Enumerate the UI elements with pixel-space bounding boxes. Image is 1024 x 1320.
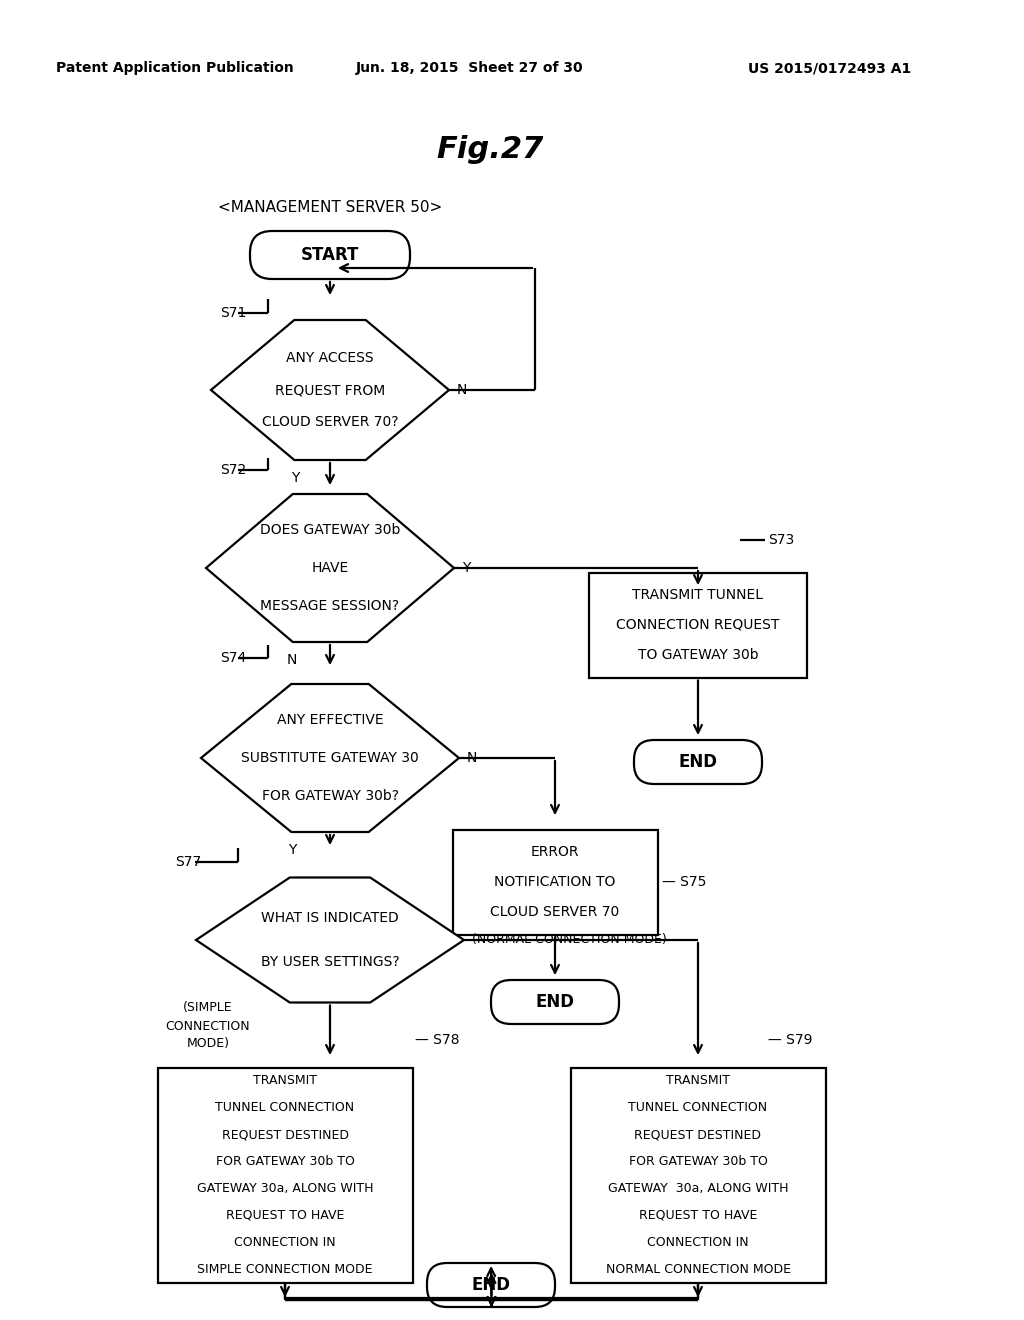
Text: CONNECTION IN: CONNECTION IN: [647, 1236, 749, 1249]
Text: S71: S71: [220, 306, 247, 319]
Text: S73: S73: [768, 533, 795, 546]
Text: FOR GATEWAY 30b TO: FOR GATEWAY 30b TO: [216, 1155, 354, 1168]
Bar: [570, 1068, 825, 1283]
Text: S74: S74: [220, 651, 246, 665]
Text: (SIMPLE: (SIMPLE: [183, 1002, 232, 1015]
Text: REQUEST TO HAVE: REQUEST TO HAVE: [226, 1209, 344, 1222]
Text: TUNNEL CONNECTION: TUNNEL CONNECTION: [215, 1101, 354, 1114]
Text: DOES GATEWAY 30b: DOES GATEWAY 30b: [260, 523, 400, 537]
Text: END: END: [679, 752, 718, 771]
Text: NOTIFICATION TO: NOTIFICATION TO: [495, 875, 615, 888]
Text: MODE): MODE): [186, 1038, 229, 1051]
Text: END: END: [471, 1276, 511, 1294]
Text: REQUEST TO HAVE: REQUEST TO HAVE: [639, 1209, 757, 1222]
Polygon shape: [211, 319, 449, 459]
Text: N: N: [457, 383, 467, 397]
Text: <MANAGEMENT SERVER 50>: <MANAGEMENT SERVER 50>: [218, 201, 442, 215]
Text: NORMAL CONNECTION MODE: NORMAL CONNECTION MODE: [605, 1262, 791, 1275]
Text: Y: Y: [288, 843, 296, 857]
Text: REQUEST DESTINED: REQUEST DESTINED: [635, 1129, 762, 1142]
Text: N: N: [287, 653, 297, 667]
Text: REQUEST DESTINED: REQUEST DESTINED: [221, 1129, 348, 1142]
Text: ANY EFFECTIVE: ANY EFFECTIVE: [276, 713, 383, 727]
Text: CLOUD SERVER 70?: CLOUD SERVER 70?: [262, 414, 398, 429]
Text: — S75: — S75: [662, 875, 707, 888]
Text: MESSAGE SESSION?: MESSAGE SESSION?: [260, 599, 399, 612]
Text: Y: Y: [291, 471, 299, 484]
Text: BY USER SETTINGS?: BY USER SETTINGS?: [261, 954, 399, 969]
Text: S77: S77: [175, 855, 202, 869]
FancyBboxPatch shape: [250, 231, 410, 279]
Text: CONNECTION IN: CONNECTION IN: [234, 1236, 336, 1249]
Text: — S78: — S78: [415, 1034, 460, 1047]
FancyBboxPatch shape: [634, 741, 762, 784]
Text: TUNNEL CONNECTION: TUNNEL CONNECTION: [629, 1101, 768, 1114]
Text: CONNECTION: CONNECTION: [166, 1019, 250, 1032]
Text: Jun. 18, 2015  Sheet 27 of 30: Jun. 18, 2015 Sheet 27 of 30: [356, 61, 584, 75]
Text: Patent Application Publication: Patent Application Publication: [56, 61, 294, 75]
Text: CLOUD SERVER 70: CLOUD SERVER 70: [490, 906, 620, 919]
Text: Fig.27: Fig.27: [436, 136, 544, 165]
Text: REQUEST FROM: REQUEST FROM: [274, 383, 385, 397]
Text: WHAT IS INDICATED: WHAT IS INDICATED: [261, 911, 399, 925]
Polygon shape: [206, 494, 454, 642]
Text: END: END: [536, 993, 574, 1011]
Text: Y: Y: [462, 561, 470, 576]
Text: GATEWAY  30a, ALONG WITH: GATEWAY 30a, ALONG WITH: [608, 1181, 788, 1195]
Text: (NORMAL CONNECTION MODE): (NORMAL CONNECTION MODE): [472, 933, 667, 946]
Text: SIMPLE CONNECTION MODE: SIMPLE CONNECTION MODE: [198, 1262, 373, 1275]
Bar: [589, 573, 807, 677]
FancyBboxPatch shape: [427, 1263, 555, 1307]
Text: ERROR: ERROR: [530, 845, 580, 859]
Text: START: START: [301, 246, 359, 264]
Text: ANY ACCESS: ANY ACCESS: [286, 351, 374, 366]
Polygon shape: [196, 878, 464, 1002]
Text: FOR GATEWAY 30b TO: FOR GATEWAY 30b TO: [629, 1155, 767, 1168]
Text: S72: S72: [220, 463, 246, 477]
Text: N: N: [467, 751, 477, 766]
Text: SUBSTITUTE GATEWAY 30: SUBSTITUTE GATEWAY 30: [241, 751, 419, 766]
Text: HAVE: HAVE: [311, 561, 348, 576]
Bar: [453, 829, 657, 935]
Text: — S79: — S79: [768, 1034, 812, 1047]
Bar: [158, 1068, 413, 1283]
FancyBboxPatch shape: [490, 979, 618, 1024]
Text: TRANSMIT TUNNEL: TRANSMIT TUNNEL: [633, 587, 764, 602]
Text: TRANSMIT: TRANSMIT: [253, 1074, 317, 1088]
Text: TO GATEWAY 30b: TO GATEWAY 30b: [638, 648, 759, 663]
Text: FOR GATEWAY 30b?: FOR GATEWAY 30b?: [261, 789, 398, 803]
Text: CONNECTION REQUEST: CONNECTION REQUEST: [616, 618, 779, 632]
Text: US 2015/0172493 A1: US 2015/0172493 A1: [749, 61, 911, 75]
Text: TRANSMIT: TRANSMIT: [666, 1074, 730, 1088]
Polygon shape: [201, 684, 459, 832]
Text: GATEWAY 30a, ALONG WITH: GATEWAY 30a, ALONG WITH: [197, 1181, 374, 1195]
